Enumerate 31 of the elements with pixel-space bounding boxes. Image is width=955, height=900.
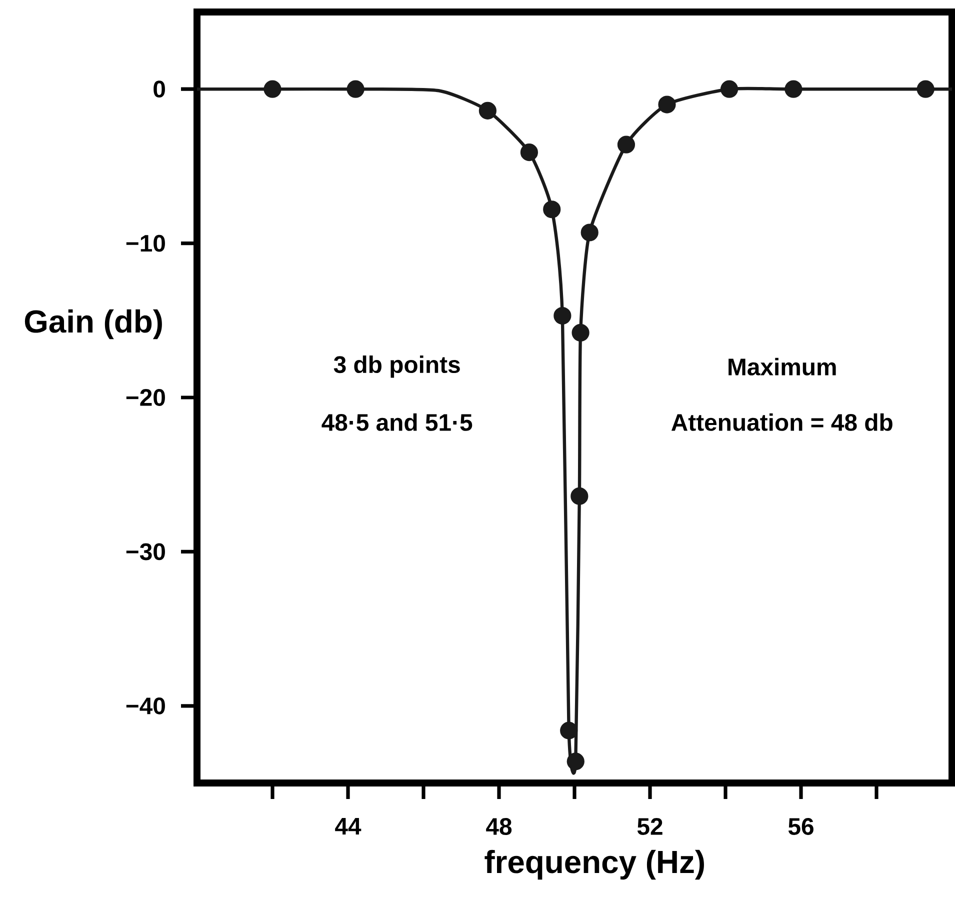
y-tick-label: 0 [154,80,165,98]
point [264,80,282,98]
y-tick-label: −30 [126,543,165,560]
point [570,487,588,505]
point [520,144,538,162]
point [566,752,584,770]
x-axis-title: frequency (Hz) [484,850,704,880]
x-tick-label: 44 [335,818,362,834]
y-tick-label: −20 [126,389,165,406]
point [720,80,738,98]
x-tick-label: 56 [788,818,814,835]
point [554,306,572,325]
y-tick-label: −10 [126,234,165,252]
point [543,200,561,218]
point [580,224,598,242]
annotation: 3 db points [334,356,460,378]
point [478,102,496,120]
point [784,80,802,98]
point [916,80,934,98]
y-axis-title: Gain (db) [24,309,162,340]
x-tick-label: 52 [637,818,662,835]
point [658,96,676,114]
annotation: 48·5 and 51·5 [322,413,472,431]
point [617,136,636,154]
point [346,80,364,98]
y-tick-label: −40 [126,697,165,714]
annotation: Maximum [728,358,836,376]
point [560,722,578,740]
x-tick-label: 48 [486,818,512,835]
annotation: Attenuation = 48 db [671,413,892,431]
point [572,324,590,342]
